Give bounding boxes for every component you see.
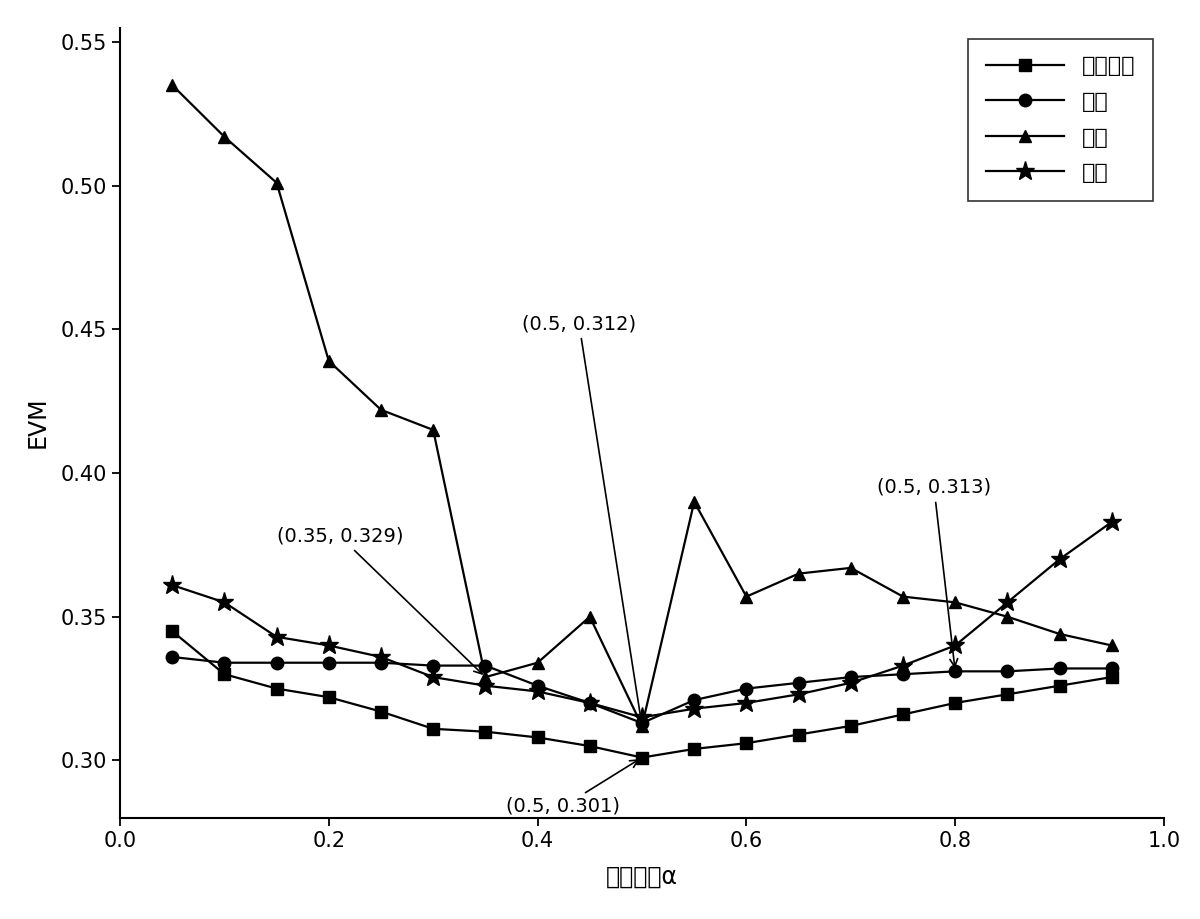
高斯 (739, 591, 754, 602)
低通 (217, 596, 232, 607)
矩形 (792, 677, 806, 688)
Text: (0.5, 0.301): (0.5, 0.301) (506, 760, 638, 816)
根升余弦 (1052, 680, 1067, 691)
高斯 (1052, 629, 1067, 640)
高斯 (270, 177, 284, 188)
高斯 (1001, 611, 1015, 622)
高斯 (583, 611, 598, 622)
高斯 (426, 425, 440, 436)
根升余弦 (844, 720, 858, 732)
矩形 (583, 698, 598, 709)
矩形 (1052, 663, 1067, 674)
矩形 (635, 718, 649, 729)
低通 (530, 686, 545, 697)
矩形 (948, 666, 962, 677)
高斯 (895, 591, 911, 602)
Line: 高斯: 高斯 (166, 79, 1118, 732)
Line: 根升余弦: 根升余弦 (166, 625, 1118, 764)
高斯 (478, 672, 493, 683)
矩形 (688, 695, 702, 706)
低通 (478, 680, 493, 691)
高斯 (1104, 640, 1118, 651)
低通 (374, 652, 389, 663)
根升余弦 (164, 626, 180, 637)
根升余弦 (1104, 672, 1118, 683)
高斯 (164, 80, 180, 91)
高斯 (635, 720, 649, 732)
低通 (164, 580, 180, 591)
低通 (322, 640, 336, 651)
矩形 (478, 660, 493, 671)
根升余弦 (322, 692, 336, 703)
根升余弦 (426, 723, 440, 734)
高斯 (844, 562, 858, 573)
低通 (270, 631, 284, 642)
低通 (1052, 554, 1067, 565)
矩形 (217, 657, 232, 668)
Text: (0.5, 0.312): (0.5, 0.312) (522, 314, 644, 721)
低通 (844, 677, 858, 688)
矩形 (426, 660, 440, 671)
低通 (948, 640, 962, 651)
矩形 (1001, 666, 1015, 677)
Legend: 根升余弦, 矩形, 高斯, 低通: 根升余弦, 矩形, 高斯, 低通 (968, 39, 1153, 201)
低通 (688, 703, 702, 714)
低通 (583, 698, 598, 709)
Text: (0.35, 0.329): (0.35, 0.329) (277, 527, 482, 674)
Text: (0.5, 0.313): (0.5, 0.313) (877, 478, 991, 666)
根升余弦 (270, 683, 284, 694)
矩形 (1104, 663, 1118, 674)
矩形 (322, 657, 336, 668)
低通 (1001, 596, 1015, 607)
高斯 (530, 657, 545, 668)
低通 (1104, 516, 1118, 528)
矩形 (895, 669, 911, 680)
高斯 (374, 404, 389, 415)
根升余弦 (583, 741, 598, 752)
X-axis label: 滚降系数α: 滚降系数α (606, 865, 678, 889)
矩形 (164, 652, 180, 663)
高斯 (948, 596, 962, 607)
低通 (635, 712, 649, 723)
矩形 (844, 672, 858, 683)
低通 (895, 660, 911, 671)
高斯 (322, 356, 336, 367)
低通 (792, 689, 806, 700)
矩形 (374, 657, 389, 668)
高斯 (792, 568, 806, 579)
低通 (426, 672, 440, 683)
高斯 (688, 496, 702, 507)
根升余弦 (374, 706, 389, 717)
矩形 (270, 657, 284, 668)
根升余弦 (948, 698, 962, 709)
矩形 (530, 680, 545, 691)
高斯 (217, 131, 232, 142)
Line: 矩形: 矩形 (166, 651, 1118, 730)
根升余弦 (1001, 689, 1015, 700)
根升余弦 (635, 752, 649, 763)
低通 (739, 698, 754, 709)
根升余弦 (895, 709, 911, 720)
根升余弦 (478, 726, 493, 737)
根升余弦 (739, 738, 754, 749)
根升余弦 (688, 743, 702, 754)
根升余弦 (217, 669, 232, 680)
根升余弦 (530, 732, 545, 743)
根升余弦 (792, 729, 806, 740)
矩形 (739, 683, 754, 694)
Line: 低通: 低通 (162, 512, 1122, 727)
Y-axis label: EVM: EVM (25, 397, 49, 448)
